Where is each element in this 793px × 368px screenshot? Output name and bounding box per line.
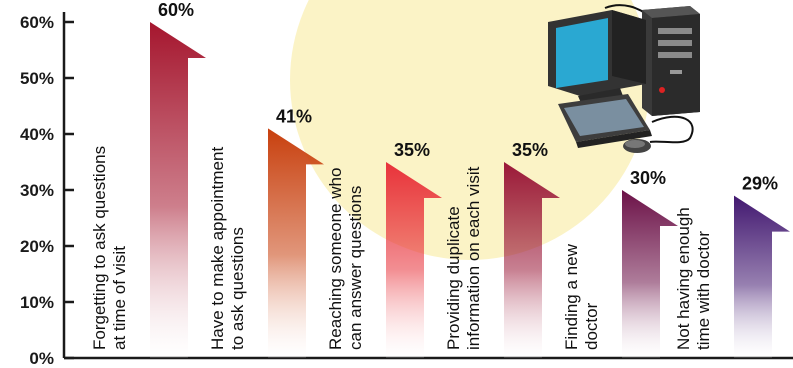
category-label-line: Reaching someone who xyxy=(326,168,345,350)
category-label: Finding a new doctor xyxy=(562,243,601,350)
category-label-line: to ask questions xyxy=(228,227,247,350)
category-label-line: time with doctor xyxy=(694,231,713,350)
bars xyxy=(150,22,790,358)
bar xyxy=(622,190,678,358)
category-label: Reaching someone who can answer questions xyxy=(326,168,365,350)
category-label-line: at time of visit xyxy=(110,246,129,350)
y-tick-label: 30% xyxy=(20,181,54,200)
category-label-line: Not having enough xyxy=(674,207,693,350)
data-label: 30% xyxy=(630,168,666,188)
category-label-line: information on each visit xyxy=(464,166,483,350)
bar xyxy=(150,22,206,358)
category-label: Providing duplicate information on each v… xyxy=(444,166,483,350)
bar xyxy=(504,162,560,358)
bar xyxy=(386,162,442,358)
category-label-line: Forgetting to ask questions xyxy=(90,146,109,350)
y-tick-label: 40% xyxy=(20,125,54,144)
category-label: Have to make appointment to ask questions xyxy=(208,147,247,350)
y-axis: 0% 10% 20% 30% 40% 50% 60% xyxy=(20,12,793,368)
data-label: 29% xyxy=(742,174,778,194)
category-label: Not having enough time with doctor xyxy=(674,207,713,350)
computer-icon xyxy=(548,4,700,153)
category-label: Forgetting to ask questions at time of vi… xyxy=(90,146,129,350)
y-tick-label: 60% xyxy=(20,13,54,32)
data-label: 41% xyxy=(276,106,312,126)
category-label-line: Finding a new xyxy=(562,243,581,350)
data-label: 60% xyxy=(158,0,194,20)
category-label-line: can answer questions xyxy=(346,186,365,350)
data-label: 35% xyxy=(512,140,548,160)
bar xyxy=(734,195,790,358)
data-label: 35% xyxy=(394,140,430,160)
bar xyxy=(268,128,324,358)
category-label-line: Providing duplicate xyxy=(444,206,463,350)
y-tick-label: 50% xyxy=(20,69,54,88)
y-tick-label: 0% xyxy=(29,349,54,368)
category-label-line: Have to make appointment xyxy=(208,147,227,350)
y-tick-label: 20% xyxy=(20,237,54,256)
category-label-line: doctor xyxy=(582,302,601,350)
labels: 60% Forgetting to ask questions at time of… xyxy=(90,0,778,350)
y-tick-label: 10% xyxy=(20,293,54,312)
